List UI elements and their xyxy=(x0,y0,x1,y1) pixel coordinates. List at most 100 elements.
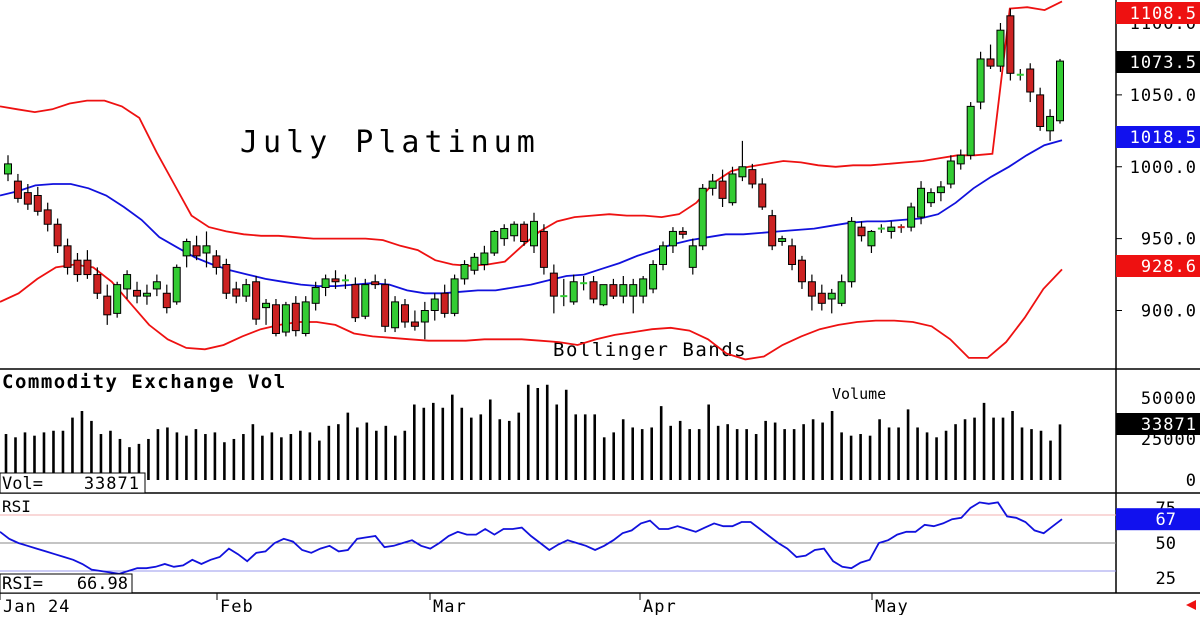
candle-up xyxy=(530,220,538,247)
lower-bollinger-band xyxy=(0,263,1063,361)
candle-up xyxy=(450,278,459,314)
rsi-readout-box xyxy=(0,573,133,594)
candle-down xyxy=(23,192,32,205)
candle-up xyxy=(728,173,737,204)
volume-readout-box xyxy=(0,472,146,494)
rsi-readout-label: RSI= xyxy=(2,574,43,594)
candle-up xyxy=(510,223,519,237)
price-tick-label: 950.0 xyxy=(1141,230,1197,250)
volume-tick-label: 0 xyxy=(1186,471,1197,491)
candle-up xyxy=(847,220,856,283)
candle-up xyxy=(629,284,638,297)
candle-down xyxy=(73,259,82,276)
volume-readout-label: Vol= xyxy=(2,474,43,494)
candle-up xyxy=(311,287,320,304)
candle-down xyxy=(13,180,22,199)
rsi-readout-value: 66.98 xyxy=(77,574,128,594)
candle-down xyxy=(43,209,52,225)
candle-down xyxy=(807,281,816,297)
candle-up xyxy=(142,292,151,297)
candle-up xyxy=(917,187,926,218)
candle-down xyxy=(857,226,866,237)
candle-up xyxy=(688,245,697,268)
candle-down xyxy=(53,223,62,247)
candle-up xyxy=(738,166,747,178)
candle-up xyxy=(946,160,955,185)
candle-up xyxy=(281,304,290,333)
candle-up xyxy=(152,281,161,290)
candle-up xyxy=(887,226,896,232)
candle-up xyxy=(907,206,916,228)
candle-down xyxy=(232,288,241,297)
candle-up xyxy=(659,245,668,265)
candle-up xyxy=(430,298,439,311)
candle-down xyxy=(718,180,727,199)
candle-down xyxy=(797,259,806,283)
candle-up xyxy=(936,186,945,194)
candle-down xyxy=(520,223,529,242)
candle-up xyxy=(668,230,677,247)
volume-last-badge-bg xyxy=(1116,413,1200,435)
candle-down xyxy=(748,169,757,185)
candle-down xyxy=(678,230,687,235)
x-axis-label: Feb xyxy=(220,597,254,615)
candle-up xyxy=(976,58,985,103)
bollinger-bands-label: Bollinger Bands xyxy=(553,339,747,361)
lower-band-badge: 928.6 xyxy=(1141,257,1197,277)
candle-up xyxy=(1046,115,1055,132)
candle-up xyxy=(778,238,787,242)
rsi-line xyxy=(0,501,1063,575)
candle-up xyxy=(966,105,975,156)
candle-up xyxy=(262,302,271,309)
candle-up xyxy=(321,278,330,288)
candle-down xyxy=(83,259,92,276)
candle-up xyxy=(301,301,310,334)
candle-up xyxy=(123,274,132,290)
candle-down xyxy=(252,281,261,320)
rsi-last-badge: 67 xyxy=(1156,510,1176,530)
candle-up xyxy=(420,310,429,323)
candle-down xyxy=(768,215,777,247)
candle-down xyxy=(1026,68,1035,93)
candle-up xyxy=(242,284,251,297)
candle-up xyxy=(867,230,876,247)
chart-title: July Platinum xyxy=(240,125,540,160)
candle-up xyxy=(649,264,658,290)
volume-tick-label: 50000 xyxy=(1141,389,1197,409)
candle-up xyxy=(490,230,499,254)
price-tick-label: 1000.0 xyxy=(1130,158,1197,178)
candle-up xyxy=(500,228,509,240)
candle-up xyxy=(708,180,717,189)
candle-up xyxy=(698,187,707,247)
candle-up xyxy=(996,29,1005,67)
candle-down xyxy=(162,292,171,309)
last-price-badge-bg xyxy=(1116,51,1200,73)
candle-down xyxy=(222,264,231,294)
candle-down xyxy=(758,183,767,208)
candle-down xyxy=(1006,15,1015,74)
candle-up xyxy=(4,163,12,175)
candle-down xyxy=(331,278,340,283)
x-axis-label: May xyxy=(875,597,909,615)
candle-up xyxy=(569,281,578,303)
candle-up xyxy=(182,241,191,257)
scroll-arrow-icon xyxy=(1186,600,1196,610)
candle-down xyxy=(212,255,221,268)
candle-up xyxy=(460,264,469,280)
x-axis-label: Apr xyxy=(643,597,677,615)
upper-band-badge: 1108.5 xyxy=(1130,4,1197,24)
rsi-panel-label: RSI xyxy=(2,497,31,516)
candle-up xyxy=(202,245,211,254)
x-axis-label: Mar xyxy=(433,597,467,615)
candle-down xyxy=(1036,94,1045,127)
candle-up xyxy=(361,284,370,317)
middle-band-badge-bg xyxy=(1116,126,1200,148)
candle-up xyxy=(827,292,836,300)
candle-up xyxy=(926,192,935,204)
candle-down xyxy=(192,245,201,257)
volume-readout-value: 33871 xyxy=(84,474,140,494)
candle-down xyxy=(381,284,390,327)
candle-down xyxy=(986,58,995,67)
x-axis-label: Jan 24 xyxy=(3,597,70,615)
